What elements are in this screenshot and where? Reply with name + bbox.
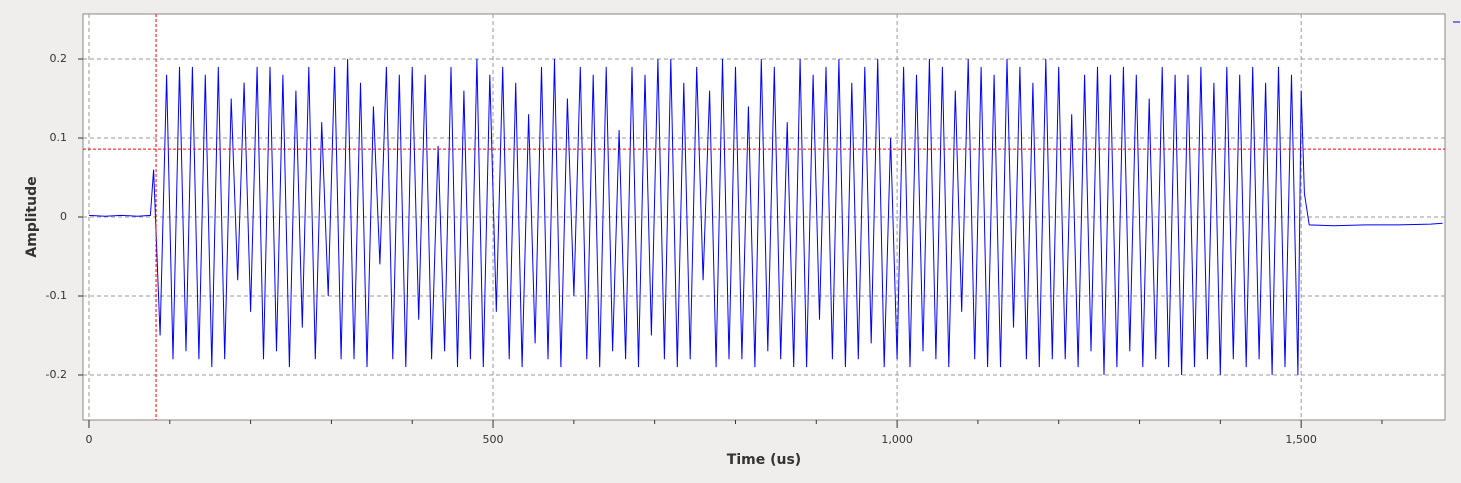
x-tick-label: 0: [85, 433, 92, 446]
y-tick-label: 0: [60, 210, 67, 223]
x-tick-label: 1,000: [881, 433, 913, 446]
x-tick-label: 1,500: [1285, 433, 1317, 446]
y-axis-title: Amplitude: [24, 176, 40, 257]
y-tick-label: 0.1: [50, 131, 68, 144]
y-tick-label: 0.2: [50, 52, 68, 65]
x-tick-label: 500: [483, 433, 504, 446]
y-tick-label: -0.1: [46, 289, 67, 302]
signal-line: [88, 58, 1443, 376]
y-tick-label: -0.2: [46, 368, 67, 381]
x-axis-title: Time (us): [727, 452, 801, 468]
